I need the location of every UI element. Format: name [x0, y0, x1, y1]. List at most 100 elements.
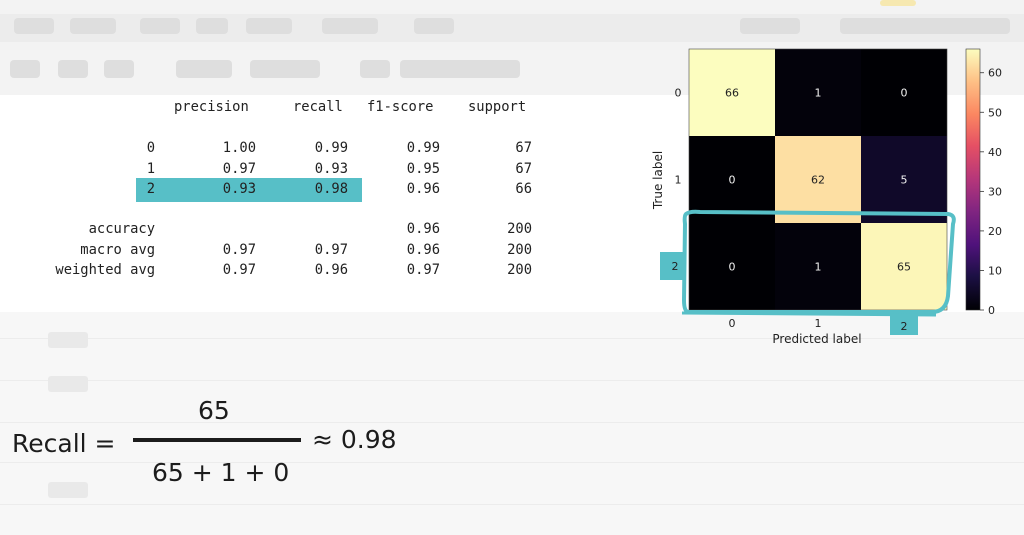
menu-item-blurred: [14, 18, 54, 34]
menu-item-blurred: [70, 18, 116, 34]
predicted-label-2-highlight: [890, 316, 918, 335]
menu-item-blurred: [196, 18, 228, 34]
fraction-bar: [133, 438, 301, 442]
colorbar-tick-1: 10: [988, 264, 1002, 277]
menu-item-blurred: [246, 18, 292, 34]
menu-item-blurred: [414, 18, 454, 34]
y-tick-0: 0: [675, 87, 682, 100]
report-summary-0-support: 200: [507, 221, 533, 237]
report-row-1-recall: 0.93: [314, 160, 349, 177]
cm-value-0-0: 66: [725, 87, 739, 100]
y-axis-label: True label: [651, 151, 665, 210]
y-tick-1: 1: [675, 174, 682, 187]
colorbar-ticks: 0 10 20 30 40 50 60: [980, 67, 1002, 317]
report-row-2-label: 2: [146, 181, 155, 197]
cm-cell-2-1: [775, 223, 861, 310]
colorbar-tick-4: 40: [988, 146, 1002, 159]
cm-value-1-2: 5: [901, 174, 908, 187]
report-summary-2-recall: 0.96: [314, 262, 349, 278]
menu-item-blurred: [140, 18, 180, 34]
report-row-1-support: 67: [515, 160, 533, 177]
report-header-support: support: [468, 99, 527, 115]
cm-value-0-2: 0: [901, 87, 908, 100]
report-summary-2-label: weighted avg: [55, 262, 156, 278]
report-row-2-precision: 0.93: [222, 181, 257, 197]
report-summary-1-recall: 0.97: [314, 241, 349, 258]
row-2-highlight-outline: [682, 209, 956, 314]
formula-lhs: Recall =: [12, 429, 116, 458]
formula-denominator: 65 + 1 + 0: [152, 458, 290, 487]
row-2-highlight-underline: [681, 311, 937, 317]
report-row-2-f1: 0.96: [406, 181, 441, 197]
cm-cell-1-2: [861, 136, 947, 223]
toolbar-button-blurred: [360, 60, 390, 78]
report-row-2-support: 66: [515, 181, 533, 197]
true-label-2-highlight-text: 2: [672, 260, 679, 273]
kernel-name-blurred: [840, 18, 1010, 34]
toolbar-button-blurred: [176, 60, 232, 78]
colorbar-tick-3: 30: [988, 185, 1002, 198]
report-row-1-f1: 0.95: [406, 160, 441, 177]
report-header-f1: f1-score: [367, 99, 434, 115]
toolbar-button-blurred: [104, 60, 134, 78]
report-row-0-f1: 0.99: [406, 140, 441, 156]
report-header-precision: precision: [174, 99, 249, 115]
cm-cell-1-1: [775, 136, 861, 223]
cm-value-1-1: 62: [811, 174, 825, 187]
cell-prompt-blurred: [48, 482, 88, 498]
report-summary-1-f1: 0.96: [406, 241, 441, 258]
cm-value-2-1: 1: [815, 261, 822, 274]
cm-cell-1-0: [689, 136, 775, 223]
report-summary-1-precision: 0.97: [222, 241, 257, 258]
report-summary-2-support: 200: [507, 262, 533, 278]
next-cells-blurred: [0, 312, 1024, 535]
cm-cell-2-0: [689, 223, 775, 310]
confusion-matrix-cells: 66 1 0 0 62 5 0 1 65: [688, 48, 948, 311]
report-header-recall: recall: [293, 99, 343, 115]
x-tick-0: 0: [729, 317, 736, 330]
predicted-label-2-highlight-text: 2: [901, 320, 908, 333]
toolbar-button-blurred: [10, 60, 40, 78]
x-tick-1: 1: [815, 317, 822, 330]
report-summary-0-label: accuracy: [88, 221, 156, 237]
report-row-1-label: 1: [146, 160, 155, 177]
report-row-0-label: 0: [146, 140, 155, 156]
kernel-status-blurred: [740, 18, 800, 34]
report-row-0-precision: 1.00: [222, 140, 257, 156]
toolbar-button-blurred: [250, 60, 320, 78]
toolbar-button-blurred: [58, 60, 88, 78]
x-axis-label: Predicted label: [772, 332, 861, 346]
report-row-1-precision: 0.97: [222, 160, 257, 177]
report-summary-2-f1: 0.97: [406, 262, 441, 278]
report-summary-1-support: 200: [507, 241, 533, 258]
cm-value-1-0: 0: [729, 174, 736, 187]
cm-value-2-0: 0: [729, 261, 736, 274]
report-row-0-recall: 0.99: [314, 140, 349, 156]
colorbar: [965, 48, 981, 311]
report-row-2-recall: 0.98: [314, 181, 349, 197]
report-summary-0-f1: 0.96: [406, 221, 441, 237]
colorbar-tick-5: 50: [988, 106, 1002, 119]
cm-value-2-2: 65: [897, 261, 911, 274]
cell-prompt-blurred: [48, 332, 88, 348]
formula-result: ≈ 0.98: [312, 425, 397, 454]
cm-cell-0-0: [689, 49, 775, 136]
formula-numerator: 65: [198, 396, 230, 425]
colorbar-tick-6: 60: [988, 67, 1002, 80]
cm-value-0-1: 1: [815, 87, 822, 100]
cell-prompt-blurred: [48, 376, 88, 392]
report-summary-1-label: macro avg: [80, 241, 156, 258]
report-row-0-support: 67: [515, 140, 533, 156]
notification-dot-blurred: [880, 0, 916, 6]
notebook-toolbar-blurred: [0, 0, 1024, 95]
menu-item-blurred: [322, 18, 378, 34]
colorbar-tick-0: 0: [988, 304, 995, 317]
colorbar-tick-2: 20: [988, 225, 1002, 238]
cell-type-select-blurred: [400, 60, 520, 78]
true-label-2-highlight: [660, 252, 686, 280]
report-summary-2-precision: 0.97: [222, 262, 257, 278]
cm-cell-0-1: [775, 49, 861, 136]
cm-cell-0-2: [861, 49, 947, 136]
recall-highlight: [136, 178, 362, 202]
